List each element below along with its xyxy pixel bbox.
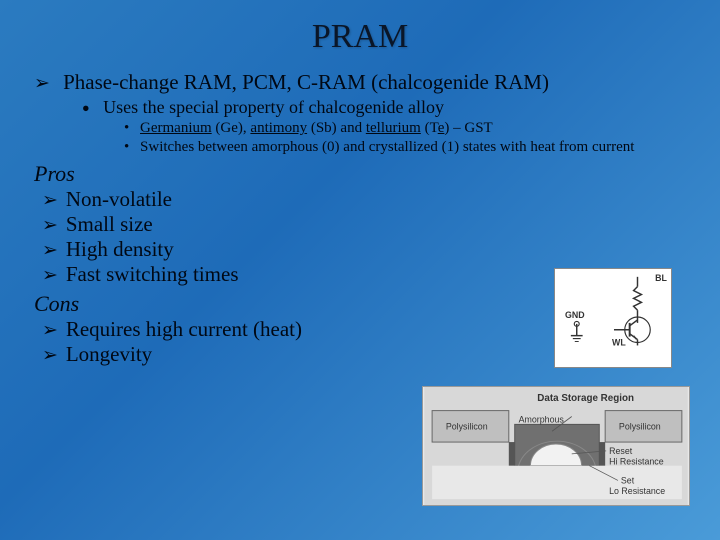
pros-item: High density [42,237,692,262]
main-bullet: Phase-change RAM, PCM, C-RAM (chalcogeni… [34,70,692,95]
lores-label: Lo Resistance [609,486,665,496]
gnd-label: GND [565,310,585,320]
set-label: Set [621,475,635,485]
detail-bullet-2: Switches between amorphous (0) and cryst… [124,138,692,157]
link-antimony: antimony [250,120,307,136]
pros-item: Non-volatile [42,187,692,212]
storage-diagram: Data Storage Region Polysilicon Polysili… [422,386,690,506]
sub-bullet-text: Uses the special property of chalcogenid… [103,97,444,117]
wl-label: WL [612,337,626,347]
reset-label: Reset [609,446,633,456]
circuit-diagram: BL WL GND [554,268,672,368]
bl-label: BL [655,273,667,283]
pros-label: Pros [34,161,692,187]
hires-label: Hi Resistance [609,457,664,467]
slide-title: PRAM [28,18,692,56]
link-tellurium: tellurium [366,120,421,136]
poly-right-label: Polysilicon [619,421,661,431]
slide-container: PRAM Phase-change RAM, PCM, C-RAM (chalc… [0,0,720,540]
region-label: Data Storage Region [537,393,634,404]
detail-bullet-1: Germanium (Ge), antimony (Sb) and tellur… [124,119,692,138]
amorphous-label: Amorphous [519,414,565,424]
sub-bullet: Uses the special property of chalcogenid… [82,97,692,118]
main-bullet-text: Phase-change RAM, PCM, C-RAM (chalcogeni… [63,70,549,94]
poly-left-label: Polysilicon [446,421,488,431]
pros-item: Small size [42,212,692,237]
link-germanium: Germanium [140,120,212,136]
